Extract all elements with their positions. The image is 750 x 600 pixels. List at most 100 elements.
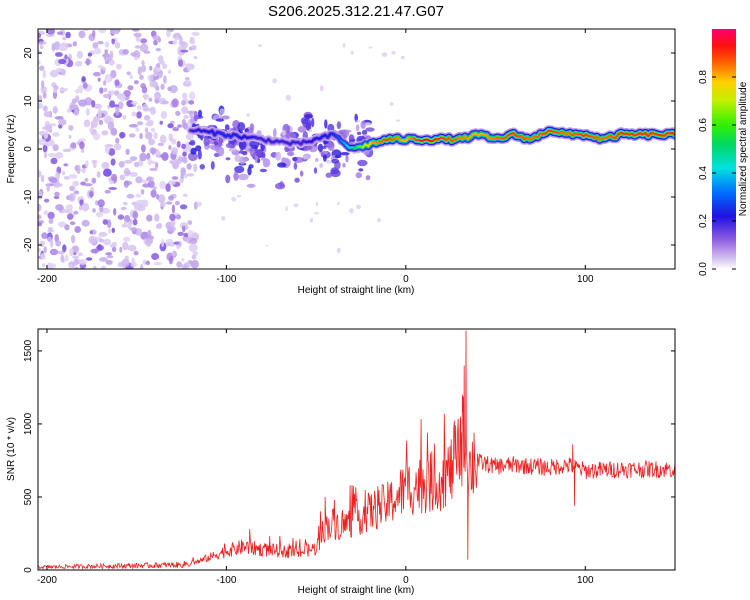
spectrogram-noise-cell [140, 179, 149, 183]
spectrogram-noise-cell [98, 238, 104, 243]
spectrogram-noise-cell [47, 229, 55, 233]
spectrogram-noise-cell [43, 198, 50, 203]
spectrogram-noise-cell [131, 101, 138, 105]
spectrogram-faint-cell [319, 85, 324, 92]
spectrogram-noise-cell [78, 30, 86, 39]
figure-title: S206.2025.312.21.47.G07 [268, 3, 444, 20]
spectrogram-noise-cell [141, 64, 147, 73]
spectrogram-noise-cell [153, 68, 158, 76]
spectrogram-noise-cell [123, 159, 133, 164]
spectrogram-noise-cell [93, 116, 100, 122]
spectrogram-x-tick-label: -200 [37, 274, 57, 285]
spectrogram-noise-cell [155, 85, 160, 91]
snr-x-tick-label: 100 [577, 575, 594, 586]
spectrogram-faint-cell [395, 119, 401, 122]
spectrogram-noise-cell [73, 109, 80, 116]
spectrogram-noise-cell [191, 31, 200, 37]
spectrogram-noise-cell [46, 29, 55, 35]
spectrogram-faint-cell [350, 50, 354, 55]
spectrogram-noise-cell [105, 260, 113, 265]
spectrogram-noise-cell [103, 238, 111, 246]
spectrogram-cloud-cell [275, 151, 282, 161]
spectrogram-cloud-cell [331, 158, 340, 164]
spectrogram-noise-cell [128, 124, 138, 128]
colorbar-label: Normalized spectral amplitude [738, 81, 749, 216]
spectrogram-noise-cell [40, 253, 46, 260]
spectrogram-faint-cell [303, 155, 307, 160]
spectrogram-noise-cell [48, 263, 57, 269]
spectrogram-faint-cell [365, 122, 370, 126]
spectrogram-x-tick-label: 100 [577, 274, 594, 285]
spectrogram-noise-cell [103, 168, 112, 177]
spectrogram-noise-cell [102, 66, 107, 71]
spectrogram-noise-cell [78, 205, 83, 211]
spectrogram-noise-cell [87, 52, 93, 57]
spectrogram-noise-cell [169, 85, 178, 94]
spectrogram-noise-cell [65, 254, 69, 262]
spectrogram-cloud-cell [262, 158, 271, 168]
spectrogram-noise-cell [89, 127, 93, 134]
spectrogram-noise-cell [154, 161, 159, 169]
spectrogram-noise-cell [111, 227, 116, 233]
spectrogram-noise-cell [58, 118, 67, 126]
spectrogram-noise-cell [111, 173, 118, 182]
spectrogram-faint-cell [308, 128, 312, 133]
spectrogram-noise-cell [74, 226, 81, 233]
spectrogram-noise-cell [133, 161, 140, 168]
spectrogram-noise-cell [62, 148, 72, 153]
spectrogram-noise-cell [124, 220, 128, 225]
spectrogram-noise-cell [127, 85, 134, 91]
spectrogram-cloud-cell [224, 124, 230, 131]
spectrogram-noise-cell [38, 214, 42, 220]
spectrogram-noise-cell [70, 142, 77, 149]
spectrogram-cloud-cell [190, 117, 195, 124]
spectrogram-cloud-cell [287, 151, 295, 156]
spectrogram-noise-cell [140, 263, 144, 269]
spectrogram-noise-cell [97, 77, 101, 82]
spectrogram-noise-cell [52, 106, 58, 114]
spectrogram-cloud-cell [358, 168, 364, 172]
spectrogram-faint-cell [368, 46, 373, 49]
spectrogram-ylabel: Frequency (Hz) [6, 115, 17, 184]
spectrogram-noise-cell [47, 211, 55, 220]
spectrogram-noise-cell [55, 52, 63, 57]
spectrogram-noise-cell [43, 111, 52, 118]
spectrogram-noise-cell [163, 75, 167, 84]
spectrogram-noise-cell [113, 208, 117, 216]
spectrogram-noise-cell [43, 130, 49, 140]
spectrogram-noise-cell [153, 132, 158, 140]
spectrogram-noise-cell [60, 87, 69, 92]
spectrogram-cloud-cell [193, 110, 198, 121]
spectrogram-noise-cell [116, 63, 122, 70]
spectrogram-noise-cell [89, 230, 93, 235]
spectrogram-cloud-cell [322, 145, 327, 150]
spectrogram-noise-cell [111, 38, 115, 45]
spectrogram-cloud-cell [356, 131, 362, 135]
spectrogram-noise-cell [162, 63, 168, 69]
spectrogram-noise-cell [183, 114, 189, 119]
spectrogram-noise-cell [176, 140, 181, 148]
spectrogram-noise-cell [147, 157, 152, 166]
spectrogram-noise-cell [103, 80, 107, 86]
spectrogram-noise-cell [78, 258, 88, 265]
spectrogram-noise-cell [50, 157, 58, 165]
spectrogram-noise-cell [151, 253, 160, 260]
spectrogram-noise-cell [78, 138, 86, 143]
spectrogram-noise-cell [184, 80, 192, 84]
spectrogram-cloud-cell [237, 122, 246, 131]
spectrogram-cloud-cell [203, 137, 210, 146]
spectrogram-cloud-cell [360, 120, 366, 130]
spectrogram-cloud-cell [355, 124, 360, 132]
spectrogram-noise-cell [129, 171, 138, 177]
spectrogram-noise-cell [182, 225, 186, 233]
spectrogram-noise-cell [154, 213, 160, 222]
spectrogram-noise-cell [159, 134, 167, 144]
spectrogram-noise-cell [119, 246, 123, 253]
spectrogram-noise-cell [99, 87, 104, 94]
spectrogram-noise-cell [69, 248, 74, 257]
spectrogram-noise-cell [144, 127, 149, 133]
spectrogram-noise-cell [119, 93, 126, 102]
spectrogram-faint-cell [231, 197, 237, 202]
spectrogram-noise-cell [80, 148, 85, 154]
spectrogram-noise-cell [75, 88, 80, 94]
